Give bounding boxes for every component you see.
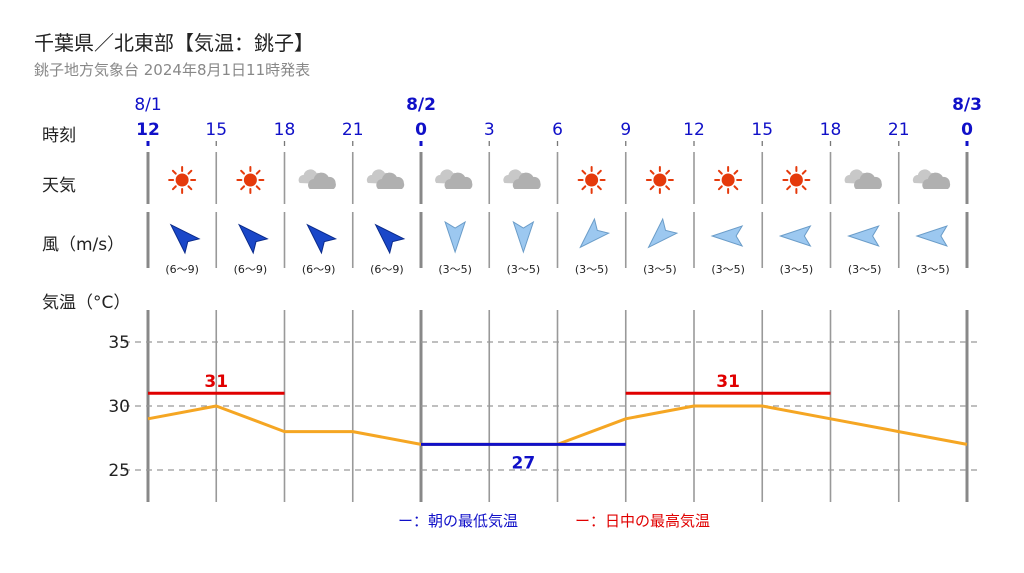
cloud-icon: [912, 169, 951, 189]
wind-speed-label: (6〜9): [302, 263, 336, 276]
wind-speed-label: (6〜9): [370, 263, 404, 276]
y-tick-label: 30: [108, 397, 130, 417]
page-subtitle: 銚子地方気象台 2024年8月1日11時発表: [34, 61, 311, 79]
legend-min-temp: ー：朝の最低気温: [398, 512, 518, 530]
hour-tick-label: 15: [751, 120, 773, 140]
hour-tick-label: 12: [683, 120, 705, 140]
wind-arrow-icon: [579, 217, 611, 249]
cloud-icon: [503, 169, 541, 189]
hour-tick-label: 18: [820, 120, 842, 140]
wind-arrow-icon: [847, 225, 880, 247]
wind-speed-label: (3〜5): [507, 263, 541, 276]
wind-speed-label: (6〜9): [234, 263, 268, 276]
y-tick-label: 35: [108, 333, 130, 353]
hour-tick-label: 12: [136, 120, 160, 140]
wind-arrow-icon: [512, 220, 535, 254]
hour-tick-label: 21: [342, 120, 364, 140]
wind-speed-label: (3〜5): [575, 263, 609, 276]
y-tick-label: 25: [108, 461, 130, 481]
date-label: 8/3: [952, 95, 982, 115]
sun-icon: [782, 166, 811, 194]
hour-tick-label: 9: [620, 120, 631, 140]
wind-speed-label: (3〜5): [711, 263, 745, 276]
hour-tick-label: 0: [961, 120, 973, 140]
wind-arrow-icon: [710, 225, 744, 247]
min-temp-label: 27: [512, 453, 536, 473]
temp-row-label: 気温（°C）: [42, 293, 131, 313]
wind-speed-label: (3〜5): [780, 263, 814, 276]
wind-arrow-icon: [444, 220, 467, 254]
hour-tick-label: 3: [484, 120, 495, 140]
sun-icon: [168, 166, 197, 194]
date-label: 8/2: [406, 95, 436, 115]
cloud-icon: [844, 169, 882, 189]
wind-arrow-icon: [778, 225, 812, 247]
wind-speed-label: (3〜5): [438, 263, 472, 276]
wind-arrow-icon: [306, 223, 338, 255]
cloud-icon: [435, 169, 473, 189]
wind-speed-label: (3〜5): [643, 263, 677, 276]
cloud-icon: [298, 169, 336, 189]
sun-icon: [645, 166, 674, 194]
wind-speed-label: (3〜5): [916, 263, 950, 276]
hour-tick-label: 6: [552, 120, 563, 140]
sun-icon: [577, 166, 606, 194]
wind-arrow-icon: [374, 223, 406, 255]
sun-icon: [236, 166, 265, 194]
max-temp-label: 31: [204, 372, 228, 392]
hour-tick-label: 0: [415, 120, 427, 140]
max-temp-label: 31: [716, 372, 740, 392]
wind-arrow-icon: [169, 223, 201, 255]
hour-tick-label: 21: [888, 120, 910, 140]
wind-arrow-icon: [237, 223, 269, 255]
wind-speed-label: (3〜5): [848, 263, 882, 276]
time-row-label: 時刻: [42, 126, 76, 146]
wind-arrow-icon: [915, 225, 948, 247]
wind-row-label: 風（m/s）: [42, 235, 125, 255]
wind-arrow-icon: [647, 217, 679, 249]
page-title: 千葉県／北東部【気温：銚子】: [34, 31, 314, 55]
legend-max-temp: ー：日中の最高気温: [575, 512, 710, 530]
weather-row-label: 天気: [42, 176, 76, 196]
wind-speed-label: (6〜9): [165, 263, 199, 276]
hour-tick-label: 15: [205, 120, 227, 140]
date-label: 8/1: [134, 95, 161, 115]
cloud-icon: [366, 169, 405, 189]
sun-icon: [714, 166, 743, 194]
hour-tick-label: 18: [274, 120, 296, 140]
